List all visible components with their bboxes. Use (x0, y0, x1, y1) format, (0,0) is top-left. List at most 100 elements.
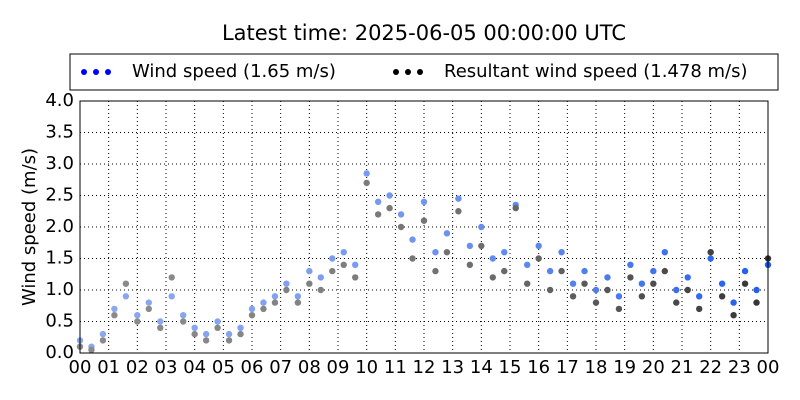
data-point (455, 208, 462, 215)
data-point (730, 299, 737, 306)
data-point (569, 293, 577, 300)
data-point (214, 324, 221, 331)
data-point (397, 223, 405, 231)
data-point (306, 280, 313, 287)
data-point (753, 299, 760, 306)
data-point (271, 293, 279, 300)
data-point (111, 312, 118, 319)
y-axis-label: Wind speed (m/s) (19, 148, 40, 306)
data-point (432, 267, 439, 275)
data-point (283, 286, 290, 294)
data-point (352, 274, 359, 281)
data-point (581, 267, 588, 275)
y-tick-label: 1.5 (45, 248, 74, 269)
data-point (615, 305, 623, 313)
chart-title: Latest time: 2025-06-05 00:00:00 UTC (222, 21, 626, 45)
legend-marker (393, 69, 399, 75)
x-tick-label: 14 (470, 357, 493, 378)
data-point (191, 324, 198, 331)
data-point (707, 255, 714, 262)
data-point (489, 274, 496, 281)
data-point (696, 305, 703, 313)
y-tick-label: 3.5 (45, 122, 74, 143)
x-tick-label: 12 (413, 357, 436, 378)
legend-marker (105, 69, 111, 75)
data-point (306, 267, 313, 275)
data-point (650, 267, 657, 275)
legend-label: Resultant wind speed (1.478 m/s) (444, 61, 748, 82)
x-tick-label: 11 (384, 357, 407, 378)
data-point (409, 236, 416, 243)
data-point (294, 293, 302, 300)
data-point (718, 293, 726, 300)
data-point (225, 330, 233, 338)
data-point (145, 299, 152, 306)
data-point (673, 299, 680, 306)
x-tick-label: 07 (269, 357, 292, 378)
data-point (409, 255, 416, 262)
data-point (99, 330, 107, 338)
data-point (145, 305, 152, 313)
data-point (191, 330, 198, 338)
data-point (294, 299, 302, 306)
data-point (478, 242, 485, 250)
data-point (512, 204, 519, 212)
x-tick-label: 16 (527, 357, 550, 378)
data-point (466, 261, 474, 268)
data-point (397, 211, 405, 218)
data-point (340, 261, 347, 268)
data-point (225, 337, 233, 344)
data-point (432, 249, 439, 256)
data-point (489, 255, 496, 262)
data-point (168, 274, 175, 281)
data-point (558, 267, 565, 275)
data-point (271, 299, 279, 306)
data-point (134, 312, 141, 319)
data-point (386, 204, 393, 212)
legend-box (69, 53, 779, 91)
data-point (718, 280, 726, 287)
data-point (581, 280, 588, 287)
x-tick-label: 04 (183, 357, 206, 378)
data-point (604, 274, 611, 281)
data-point (180, 318, 187, 325)
data-point (260, 299, 267, 306)
data-point (650, 280, 657, 287)
data-point (707, 249, 714, 256)
data-point (546, 286, 554, 294)
data-point (329, 255, 336, 262)
data-point (386, 192, 393, 199)
data-point (501, 267, 508, 275)
data-point (627, 274, 634, 281)
data-point (443, 230, 451, 237)
x-tick-label: 18 (585, 357, 608, 378)
data-point (478, 223, 485, 231)
data-point (329, 267, 336, 275)
data-point (466, 242, 474, 250)
data-point (673, 286, 680, 294)
data-point (99, 337, 107, 344)
data-point (627, 261, 634, 268)
y-tick-label: 0.5 (45, 311, 74, 332)
x-tick-label: 05 (212, 357, 235, 378)
data-point (352, 261, 359, 268)
x-tick-label: 21 (671, 357, 694, 378)
data-point (420, 198, 428, 205)
data-point (248, 312, 256, 319)
data-point (455, 195, 462, 202)
data-point (363, 179, 370, 187)
x-tick-label: 03 (155, 357, 178, 378)
data-point (134, 318, 141, 325)
y-tick-label: 3.0 (45, 153, 74, 174)
data-point (661, 249, 668, 256)
x-tick-label: 20 (642, 357, 665, 378)
data-point (317, 286, 324, 294)
y-tick-label: 2.5 (45, 185, 74, 206)
data-point (696, 293, 703, 300)
data-point (420, 217, 428, 224)
x-tick-label: 00 (757, 357, 780, 378)
x-tick-label: 08 (298, 357, 321, 378)
data-point (615, 293, 623, 300)
